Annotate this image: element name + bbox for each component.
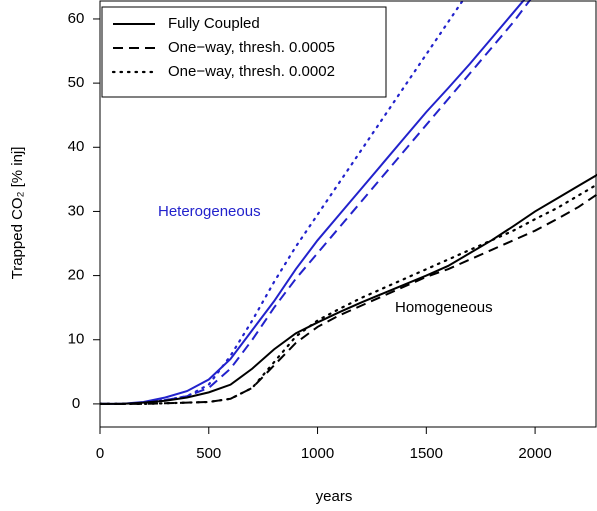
x-axis-label: years xyxy=(316,488,353,505)
y-tick-label: 40 xyxy=(68,138,85,155)
y-tick-label: 0 xyxy=(72,395,80,412)
series-line xyxy=(100,183,597,406)
annotation: Homogeneous xyxy=(395,299,493,316)
x-tick-label: 1500 xyxy=(410,445,443,462)
y-axis-label: Trapped CO₂ [% inj] xyxy=(9,147,26,280)
x-tick-label: 500 xyxy=(196,445,221,462)
plot-lines xyxy=(100,0,597,406)
y-tick-label: 50 xyxy=(68,74,85,91)
series-line xyxy=(100,0,526,405)
legend-box xyxy=(101,6,387,98)
series-line xyxy=(100,173,597,405)
series-line xyxy=(100,193,597,405)
y-tick-label: 10 xyxy=(68,331,85,348)
y-tick-label: 60 xyxy=(68,10,85,27)
y-tick-label: 30 xyxy=(68,202,85,219)
legend-label: One−way, thresh. 0.0002 xyxy=(168,63,335,80)
y-tick-label: 20 xyxy=(68,267,85,284)
x-tick-label: 2000 xyxy=(518,445,551,462)
legend-label: Fully Coupled xyxy=(168,15,260,32)
annotation: Heterogeneous xyxy=(158,203,261,220)
x-tick-label: 1000 xyxy=(301,445,334,462)
legend: Fully Coupled One−way, thresh. 0.0005 One−… xyxy=(101,6,387,98)
x-tick-label: 0 xyxy=(96,445,104,462)
legend-label: One−way, thresh. 0.0005 xyxy=(168,39,335,56)
